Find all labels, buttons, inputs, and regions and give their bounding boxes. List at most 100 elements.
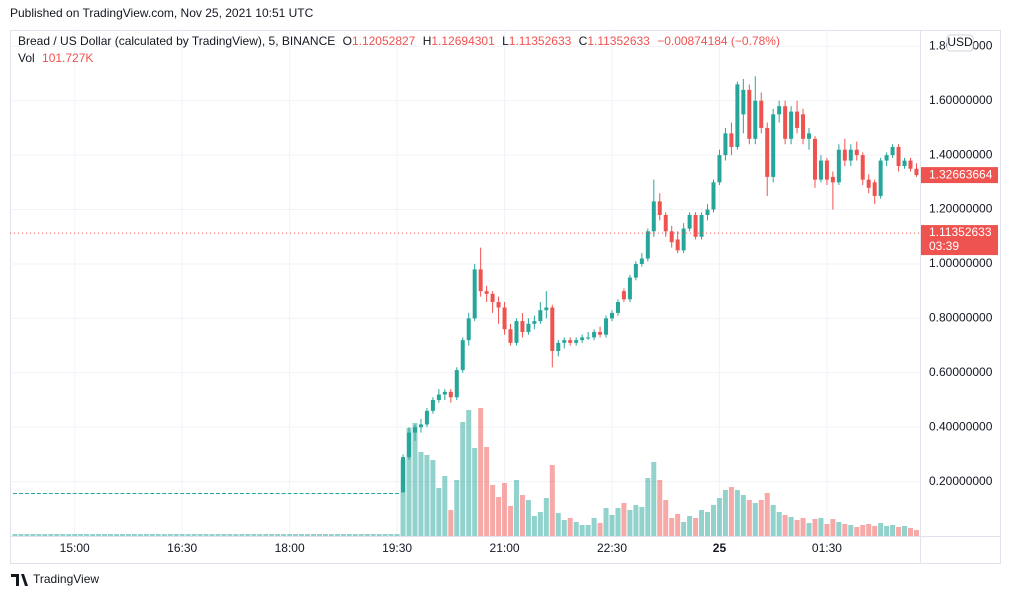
volume-bar — [543, 497, 549, 536]
change: −0.00874184 (−0.78%) — [657, 34, 780, 48]
candle-body — [281, 493, 286, 495]
candle-body — [824, 160, 829, 180]
volume-bar — [376, 533, 382, 536]
symbol: Bread / US Dollar (calculated by Trading… — [18, 34, 335, 48]
candle-body — [245, 493, 250, 495]
volume-bar — [143, 533, 149, 536]
volume-bar — [269, 533, 275, 536]
volume-bar — [615, 507, 621, 536]
volume-bar — [346, 533, 352, 536]
volume-bar — [478, 407, 484, 536]
candle-body — [592, 331, 597, 338]
volume-bar — [209, 533, 215, 536]
volume-bar — [764, 492, 770, 536]
axes: 0.20000000 0.40000000 0.60000000 0.80000000… — [10, 34, 998, 555]
volume-bar — [334, 533, 340, 536]
candle-body — [341, 493, 346, 495]
volume-bar — [90, 533, 96, 536]
volume-bar — [460, 421, 466, 536]
candle-body — [239, 493, 244, 495]
candle-body — [84, 493, 89, 495]
volume-bar — [842, 523, 848, 536]
candle-body — [675, 239, 680, 251]
volume-bar — [716, 497, 722, 536]
volume-bar — [902, 525, 908, 536]
candle-body — [735, 84, 740, 147]
candle-body — [484, 291, 489, 294]
brand: TradingView — [11, 572, 99, 586]
price-pane — [13, 76, 919, 495]
candle-body — [24, 493, 29, 495]
candle-body — [54, 493, 59, 495]
candle-body — [544, 307, 549, 311]
volume-bar — [221, 533, 227, 536]
candle-body — [418, 424, 423, 428]
volume-bar — [442, 475, 448, 536]
candle-body — [395, 493, 400, 495]
volume-bar — [508, 505, 514, 536]
candle-body — [556, 342, 561, 352]
candle-body — [96, 493, 101, 495]
candle-body — [538, 310, 543, 322]
candle-body — [860, 155, 865, 180]
candle-body — [383, 493, 388, 495]
candle-body — [317, 493, 322, 495]
candle-body — [329, 493, 334, 495]
volume-bar — [161, 533, 167, 536]
candle-body — [580, 337, 585, 341]
volume-bar — [830, 518, 836, 536]
candle-body — [186, 493, 191, 495]
ohlc-value: 1.12052827 — [352, 34, 416, 48]
candle-body — [830, 176, 835, 183]
volume-bar — [710, 504, 716, 536]
volume-bar — [728, 486, 734, 536]
candle-body — [807, 133, 812, 139]
volume-bar — [394, 533, 400, 536]
candle-body — [586, 337, 591, 339]
candle-body — [818, 160, 823, 180]
candle-body — [287, 493, 292, 495]
volume-bar — [197, 533, 203, 536]
candle-body — [78, 493, 83, 495]
ohlc-key: O — [343, 34, 352, 48]
volume-bar — [788, 516, 794, 536]
volume-bar — [639, 506, 645, 536]
candle-body — [263, 493, 268, 495]
candle-body — [639, 258, 644, 264]
volume-bar — [675, 513, 681, 536]
candle-body — [705, 209, 710, 215]
ohlc-key: C — [579, 34, 588, 48]
volume-bar — [102, 533, 108, 536]
candle-body — [908, 160, 913, 169]
volume-bar — [215, 533, 221, 536]
volume-bar — [257, 533, 263, 536]
x-tick-label: 22:30 — [597, 541, 627, 555]
candle-body — [514, 321, 519, 343]
volume-bar — [800, 517, 806, 536]
candle-body — [18, 493, 23, 495]
volume-bar — [627, 509, 633, 536]
candle-body — [741, 89, 746, 115]
volume-bar — [96, 533, 102, 536]
candle-body — [789, 111, 794, 139]
candle-body — [448, 391, 453, 398]
volume-bar — [30, 533, 36, 536]
volume-bar — [233, 533, 239, 536]
volume-bar — [131, 533, 137, 536]
ohlc-key: H — [423, 34, 432, 48]
volume-bar — [448, 509, 454, 536]
volume-bar — [824, 523, 830, 536]
volume-bar — [490, 484, 496, 536]
volume-bar — [561, 519, 567, 536]
volume-bar — [364, 533, 370, 536]
volume-bar — [603, 507, 609, 536]
published-note: Published on TradingView.com, Nov 25, 20… — [10, 6, 314, 20]
volume-bar — [734, 489, 740, 536]
volume-bar — [872, 525, 878, 536]
candle-body — [192, 493, 197, 495]
candle-body — [490, 293, 495, 303]
volume-bar — [173, 533, 179, 536]
ohlc-value: 1.11352633 — [587, 34, 650, 48]
candle-body — [621, 291, 626, 300]
candle-body — [233, 493, 238, 495]
